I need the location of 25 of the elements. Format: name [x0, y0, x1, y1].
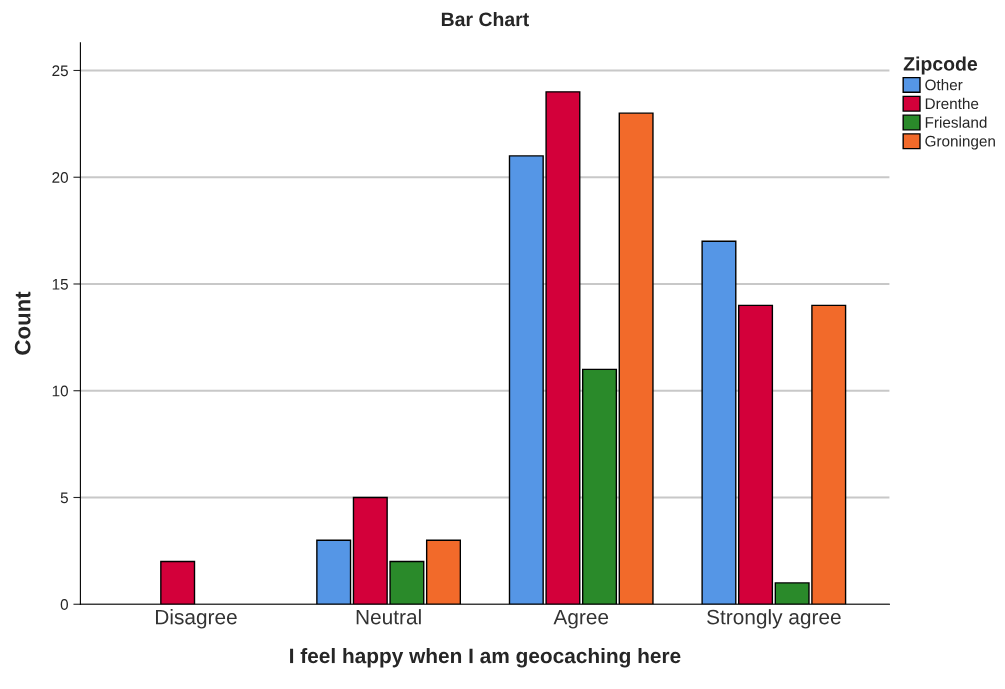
bar [618, 112, 654, 605]
bar [160, 560, 196, 605]
legend-title: Zipcode [903, 56, 978, 75]
y-tick-label: 20 [52, 172, 68, 183]
y-tick-label: 25 [52, 65, 68, 77]
bar [701, 240, 737, 605]
x-tick-label: Strongly agree [707, 609, 841, 629]
y-tick-label: 0 [60, 599, 68, 610]
bar [581, 368, 618, 605]
y-tick-label: 10 [52, 385, 68, 397]
x-axis-title: I feel happy when I am geocaching here [290, 647, 681, 668]
bar [425, 539, 462, 605]
bar [316, 539, 352, 605]
legend-label: Groningen [925, 135, 995, 150]
legend-label: Other [925, 79, 963, 91]
chart-title: Bar Chart [441, 11, 529, 27]
x-tick-label: Neutral [356, 609, 421, 625]
legend-label: Friesland [925, 116, 987, 128]
y-axis-title: Count [14, 291, 31, 355]
x-tick-label: Agree [553, 609, 609, 629]
bar [738, 304, 774, 605]
y-tick-label: 15 [52, 279, 68, 290]
legend-label: Drenthe [925, 97, 979, 110]
x-tick-label: Disagree [156, 609, 237, 629]
y-tick-label: 5 [60, 492, 68, 504]
